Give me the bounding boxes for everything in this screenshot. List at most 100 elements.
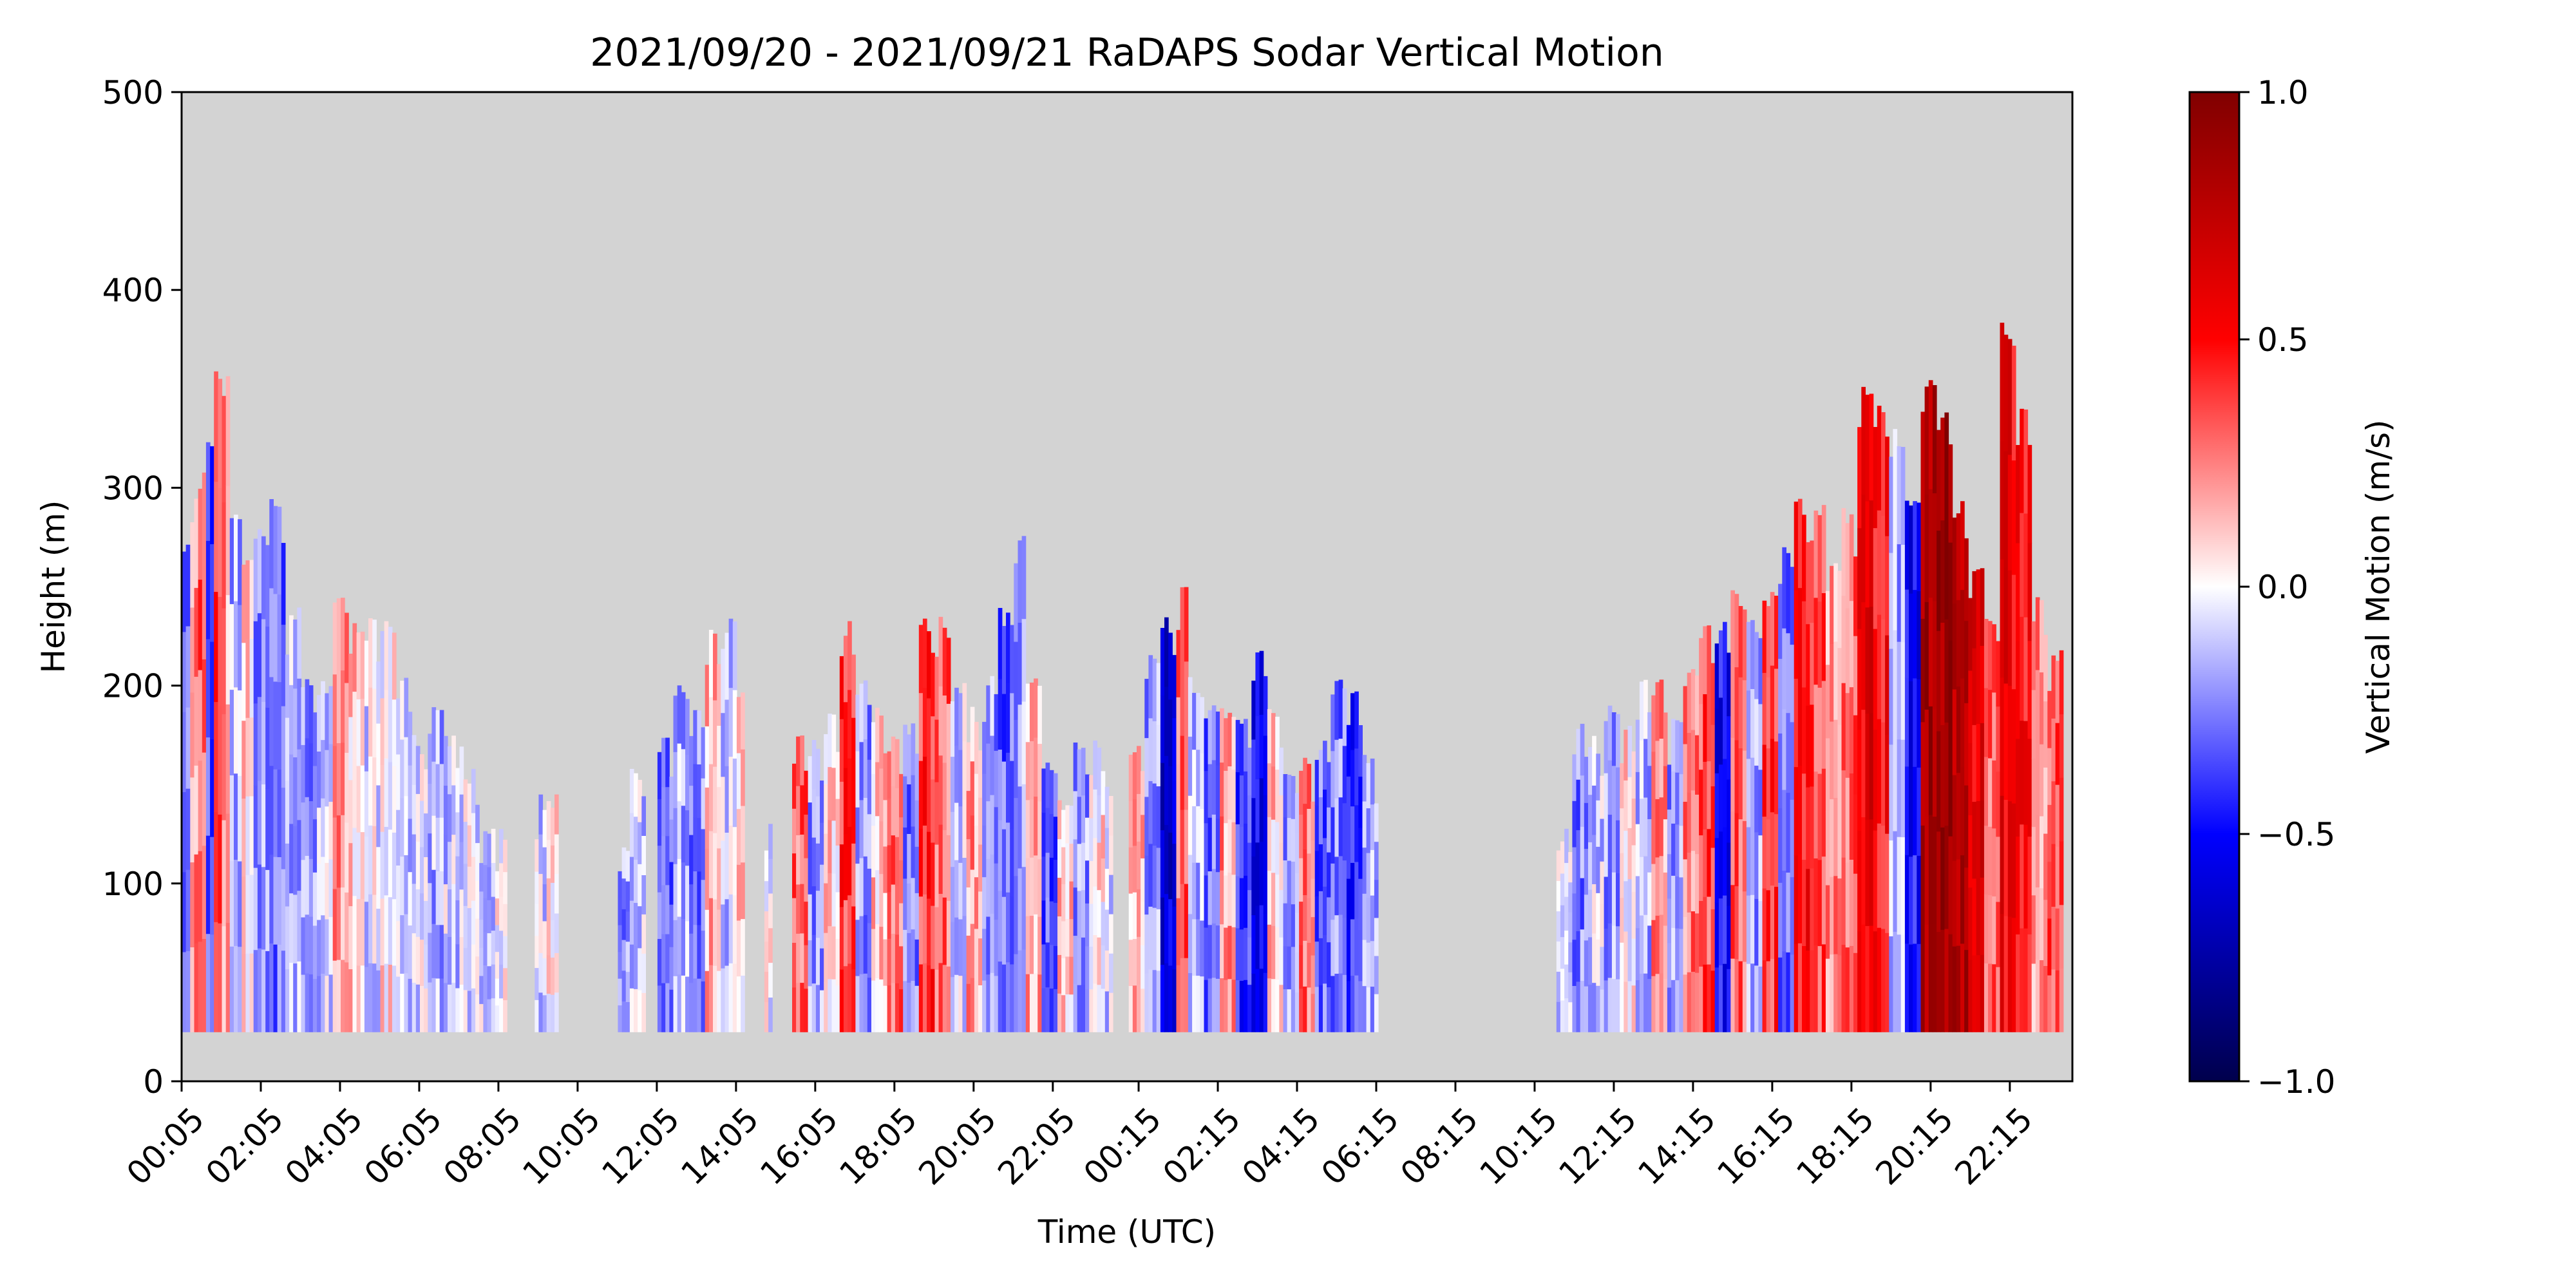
- heatmap-cell: [1635, 772, 1640, 824]
- heatmap-cell: [261, 536, 266, 620]
- heatmap-cell: [792, 853, 797, 898]
- heatmap-cell: [285, 654, 290, 718]
- heatmap-cell: [538, 873, 544, 914]
- heatmap-cell: [1814, 858, 1819, 945]
- heatmap-cell: [281, 869, 286, 951]
- heatmap-cell: [914, 939, 920, 986]
- heatmap-cell: [1176, 630, 1181, 697]
- heatmap-cell: [1572, 800, 1577, 848]
- heatmap-cell: [2055, 970, 2060, 1032]
- heatmap-cell: [368, 894, 373, 963]
- heatmap-cell: [1303, 803, 1307, 850]
- heatmap-cell: [1370, 849, 1375, 896]
- heatmap-cell: [839, 969, 844, 1032]
- heatmap-cell: [891, 933, 896, 983]
- heatmap-cell: [1588, 936, 1593, 985]
- heatmap-cell: [1948, 836, 1953, 934]
- heatmap-cell: [1006, 961, 1010, 1032]
- heatmap-cell: [1271, 713, 1276, 767]
- heatmap-cell: [815, 796, 820, 844]
- heatmap-cell: [1972, 724, 1977, 802]
- heatmap-cell: [1160, 695, 1165, 763]
- heatmap-cell: [1861, 817, 1866, 925]
- heatmap-cell: [503, 871, 507, 904]
- heatmap-cell: [1283, 989, 1288, 1032]
- heatmap-cell: [828, 714, 832, 768]
- heatmap-cell: [1018, 540, 1023, 623]
- heatmap-cell: [2023, 824, 2029, 929]
- heatmap-cell: [2023, 928, 2029, 1032]
- heatmap-cell: [966, 935, 971, 984]
- heatmap-cell: [990, 854, 995, 914]
- heatmap-cell: [914, 893, 920, 940]
- heatmap-cell: [1235, 719, 1240, 773]
- heatmap-cell: [202, 659, 207, 753]
- heatmap-cell: [1220, 923, 1224, 978]
- heatmap-cell: [550, 957, 555, 995]
- heatmap-cell: [1937, 530, 1941, 631]
- heatmap-cell: [1841, 770, 1846, 858]
- heatmap-cell: [1651, 976, 1656, 1032]
- heatmap-cell: [285, 905, 290, 970]
- heatmap-cell: [1754, 965, 1759, 1032]
- heatmap-cell: [1267, 870, 1272, 925]
- heatmap-cell: [435, 978, 440, 1032]
- heatmap-cell: [1651, 751, 1656, 808]
- heatmap-cell: [1596, 985, 1600, 1032]
- heatmap-cell: [202, 472, 207, 567]
- heatmap-cell: [1754, 898, 1759, 966]
- heatmap-cell: [1643, 973, 1648, 1032]
- heatmap-cell: [1208, 924, 1213, 979]
- heatmap-cell: [479, 863, 484, 892]
- x-tick-label: 20:15: [1868, 1100, 1960, 1192]
- heatmap-cell: [1980, 800, 1985, 878]
- heatmap-cell: [808, 756, 813, 803]
- heatmap-cell: [1806, 705, 1810, 788]
- heatmap-cell: [820, 781, 824, 823]
- heatmap-cell: [439, 871, 444, 925]
- heatmap-cell: [487, 900, 492, 934]
- heatmap-cell: [1093, 740, 1097, 790]
- heatmap-cell: [831, 767, 837, 821]
- heatmap-cell: [1576, 829, 1581, 881]
- heatmap-cell: [277, 594, 282, 683]
- heatmap-cell: [448, 793, 452, 842]
- heatmap-cell: [1239, 826, 1244, 878]
- heatmap-cell: [238, 690, 242, 776]
- plot-frame: [180, 91, 2074, 1083]
- heatmap-cell: [1635, 927, 1640, 980]
- heatmap-cell: [903, 827, 907, 879]
- heatmap-cell: [1611, 872, 1616, 926]
- heatmap-cell: [970, 761, 975, 816]
- heatmap-cell: [1255, 842, 1260, 906]
- heatmap-cell: [1944, 619, 1949, 723]
- heatmap-cell: [1853, 715, 1858, 795]
- heatmap-cell: [1889, 744, 1893, 841]
- heatmap-cell: [1244, 927, 1248, 980]
- heatmap-cell: [681, 805, 686, 863]
- x-tick-label: 16:05: [753, 1100, 845, 1192]
- heatmap-cell: [503, 967, 507, 1001]
- heatmap-cell: [914, 800, 920, 847]
- heatmap-cell: [1307, 987, 1312, 1032]
- heatmap-cell: [705, 665, 710, 726]
- heatmap-cell: [1727, 779, 1731, 843]
- heatmap-cell: [903, 980, 907, 1032]
- heatmap-cell: [1370, 986, 1375, 1032]
- heatmap-cell: [1810, 540, 1814, 623]
- heatmap-cell: [463, 779, 468, 822]
- heatmap-cell: [234, 687, 238, 774]
- heatmap-cell: [1188, 736, 1193, 796]
- heatmap-cell: [1659, 738, 1664, 798]
- heatmap-cell: [1881, 722, 1886, 826]
- heatmap-cell: [863, 680, 868, 740]
- heatmap-cell: [222, 925, 227, 1032]
- heatmap-cell: [1639, 681, 1644, 741]
- heatmap-cell: [1350, 806, 1355, 863]
- heatmap-cell: [218, 596, 223, 706]
- heatmap-cell: [938, 893, 943, 963]
- heatmap-cell: [1624, 880, 1628, 932]
- heatmap-cell: [978, 891, 983, 939]
- heatmap-cell: [392, 632, 397, 700]
- heatmap-cell: [535, 967, 539, 1000]
